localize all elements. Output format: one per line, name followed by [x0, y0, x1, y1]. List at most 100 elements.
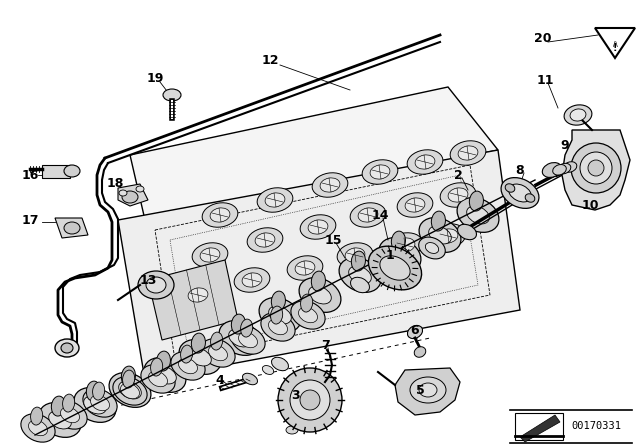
Ellipse shape: [509, 184, 531, 202]
Ellipse shape: [191, 333, 205, 353]
Ellipse shape: [469, 191, 483, 211]
Ellipse shape: [201, 339, 235, 367]
Ellipse shape: [369, 246, 422, 290]
Ellipse shape: [141, 365, 175, 393]
Ellipse shape: [64, 222, 80, 234]
Ellipse shape: [419, 383, 437, 397]
Ellipse shape: [180, 345, 193, 363]
Ellipse shape: [525, 194, 535, 202]
Ellipse shape: [84, 396, 106, 414]
Ellipse shape: [351, 251, 365, 271]
Ellipse shape: [255, 233, 275, 247]
Ellipse shape: [557, 164, 571, 174]
Ellipse shape: [234, 268, 270, 292]
Ellipse shape: [298, 307, 317, 323]
Text: /\: /\: [612, 41, 618, 47]
Ellipse shape: [109, 373, 151, 407]
Ellipse shape: [136, 186, 144, 192]
Text: 20: 20: [534, 31, 552, 44]
Ellipse shape: [150, 358, 163, 376]
Ellipse shape: [180, 283, 216, 307]
Ellipse shape: [231, 314, 246, 334]
Ellipse shape: [49, 411, 71, 429]
Ellipse shape: [163, 89, 181, 101]
Ellipse shape: [179, 358, 198, 374]
Text: 2: 2: [454, 168, 462, 181]
Text: 4: 4: [216, 374, 225, 387]
Ellipse shape: [308, 220, 328, 234]
Ellipse shape: [588, 160, 604, 176]
Polygon shape: [130, 87, 498, 220]
Ellipse shape: [426, 242, 438, 254]
Ellipse shape: [247, 228, 283, 252]
Text: 9: 9: [561, 138, 570, 151]
Ellipse shape: [405, 198, 425, 212]
Ellipse shape: [429, 226, 451, 244]
Ellipse shape: [458, 146, 478, 160]
Ellipse shape: [269, 319, 287, 335]
Ellipse shape: [61, 407, 79, 423]
Ellipse shape: [379, 237, 421, 272]
Text: 10: 10: [581, 198, 599, 211]
Text: 00170331: 00170331: [571, 421, 621, 431]
Ellipse shape: [295, 261, 315, 275]
Text: 11: 11: [536, 73, 554, 86]
Ellipse shape: [123, 370, 134, 388]
Ellipse shape: [219, 321, 261, 355]
Text: 5: 5: [415, 383, 424, 396]
Ellipse shape: [380, 256, 410, 280]
Ellipse shape: [457, 198, 499, 233]
Ellipse shape: [570, 109, 586, 121]
Ellipse shape: [63, 394, 75, 412]
Ellipse shape: [450, 141, 486, 165]
Ellipse shape: [261, 313, 295, 341]
Ellipse shape: [242, 273, 262, 287]
Ellipse shape: [291, 301, 325, 329]
Ellipse shape: [312, 173, 348, 197]
Ellipse shape: [146, 277, 166, 293]
Ellipse shape: [93, 382, 105, 400]
Text: 13: 13: [140, 273, 157, 287]
Ellipse shape: [39, 403, 81, 437]
Ellipse shape: [118, 381, 141, 399]
Ellipse shape: [231, 326, 265, 354]
Ellipse shape: [563, 162, 577, 172]
Ellipse shape: [415, 155, 435, 169]
Ellipse shape: [211, 332, 223, 350]
Ellipse shape: [239, 332, 257, 348]
Ellipse shape: [154, 366, 176, 384]
Ellipse shape: [209, 345, 227, 361]
Ellipse shape: [265, 193, 285, 207]
Ellipse shape: [122, 191, 138, 203]
Ellipse shape: [74, 388, 116, 422]
Ellipse shape: [148, 371, 168, 387]
Ellipse shape: [21, 414, 55, 442]
Ellipse shape: [408, 325, 422, 339]
Ellipse shape: [144, 358, 186, 392]
Ellipse shape: [358, 208, 378, 222]
Text: 3: 3: [291, 388, 300, 401]
Text: 14: 14: [371, 208, 388, 221]
Ellipse shape: [440, 183, 476, 207]
Ellipse shape: [362, 160, 398, 184]
Ellipse shape: [278, 368, 342, 432]
Ellipse shape: [285, 411, 299, 421]
Ellipse shape: [271, 291, 285, 311]
Ellipse shape: [61, 343, 73, 353]
Ellipse shape: [122, 366, 136, 386]
Polygon shape: [515, 413, 563, 440]
Ellipse shape: [271, 306, 283, 324]
Ellipse shape: [90, 395, 109, 411]
Polygon shape: [118, 184, 148, 206]
Ellipse shape: [300, 390, 320, 410]
Text: 18: 18: [106, 177, 124, 190]
Ellipse shape: [299, 278, 341, 312]
Ellipse shape: [262, 366, 274, 375]
Ellipse shape: [271, 358, 289, 370]
Text: 6: 6: [411, 323, 419, 336]
Ellipse shape: [64, 165, 80, 177]
Ellipse shape: [286, 426, 298, 434]
Ellipse shape: [301, 294, 313, 312]
Ellipse shape: [300, 215, 336, 239]
Ellipse shape: [51, 396, 65, 416]
